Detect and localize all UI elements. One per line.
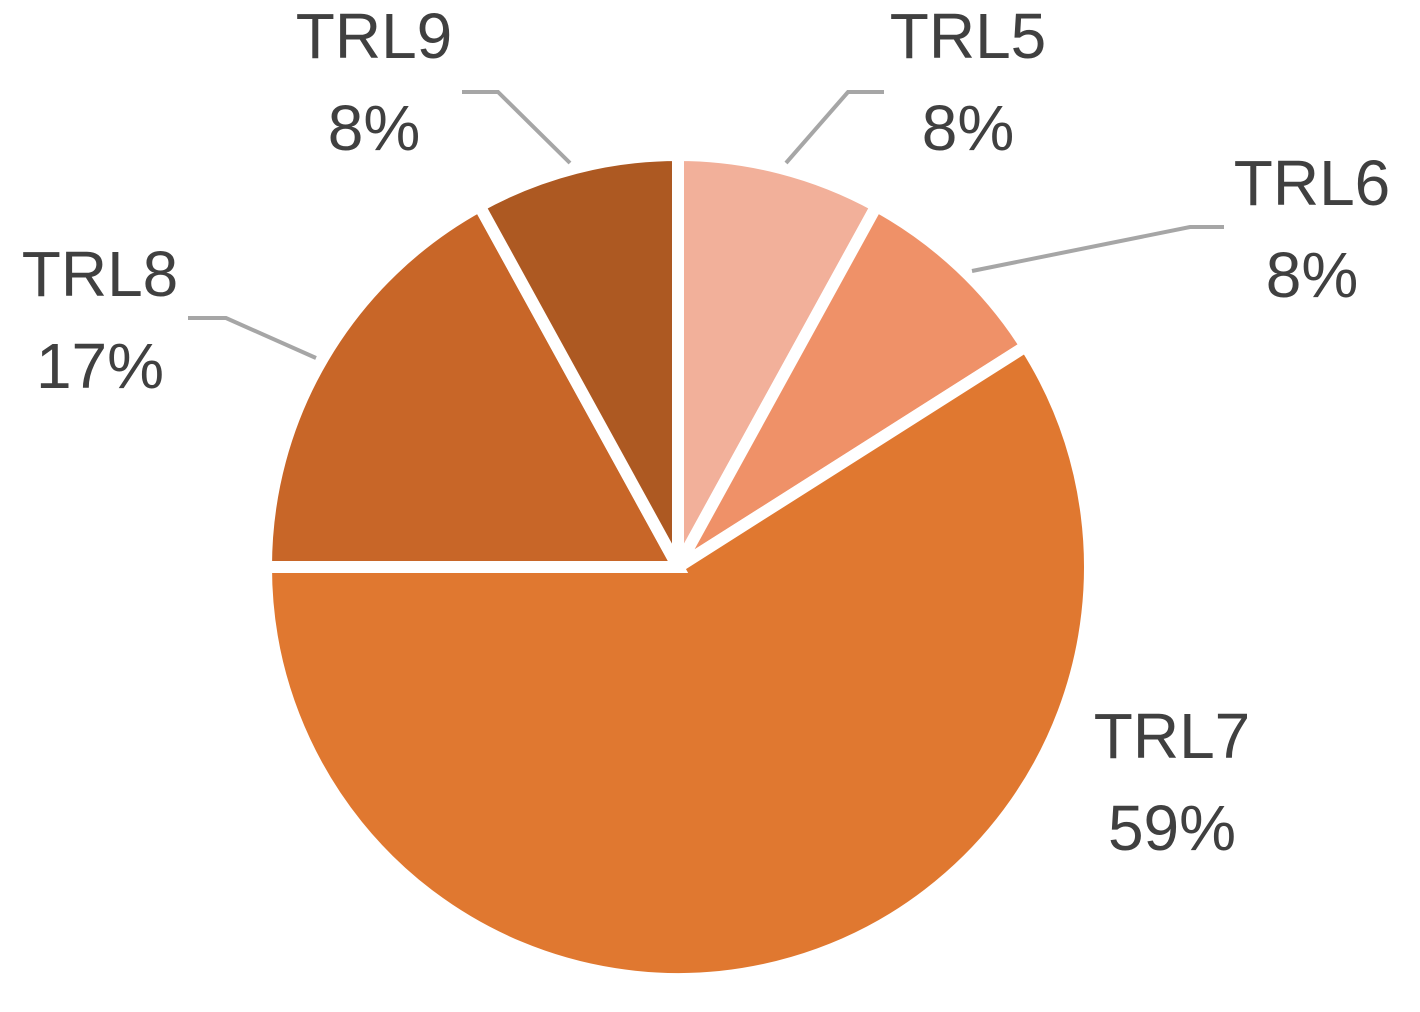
percent-label: 17% <box>36 330 164 402</box>
pie-slice-trl9 <box>471 148 684 570</box>
data-label-trl7: TRL7 59% <box>1094 700 1251 864</box>
category-label: TRL6 <box>1234 147 1391 219</box>
percent-label: 59% <box>1108 792 1236 864</box>
leader-lines-layer <box>188 90 1224 360</box>
data-labels-layer: TRL5 8% TRL6 8% TRL7 59% TRL8 17% TRL9 8% <box>22 0 1391 864</box>
pie-slice-trl5 <box>672 148 885 570</box>
category-label: TRL5 <box>890 0 1047 72</box>
category-label: TRL8 <box>22 238 179 310</box>
percent-label: 8% <box>922 92 1015 164</box>
pie-slice-trl8 <box>259 197 689 573</box>
percent-label: 8% <box>1266 239 1359 311</box>
leader-line-trl6 <box>971 225 1224 273</box>
percent-label: 8% <box>328 92 421 164</box>
leader-line-trl8 <box>188 316 317 360</box>
category-label: TRL7 <box>1094 700 1251 772</box>
category-label: TRL9 <box>296 0 453 72</box>
slices-layer <box>259 148 1096 985</box>
leader-line-trl9 <box>462 90 572 165</box>
pie-slice-trl7 <box>259 337 1096 985</box>
leader-line-trl5 <box>784 90 884 165</box>
data-label-trl5: TRL5 8% <box>890 0 1047 164</box>
data-label-trl9: TRL9 8% <box>296 0 453 164</box>
data-label-trl8: TRL8 17% <box>22 238 179 402</box>
data-label-trl6: TRL6 8% <box>1234 147 1391 311</box>
pie-slice-trl6 <box>672 197 1035 573</box>
